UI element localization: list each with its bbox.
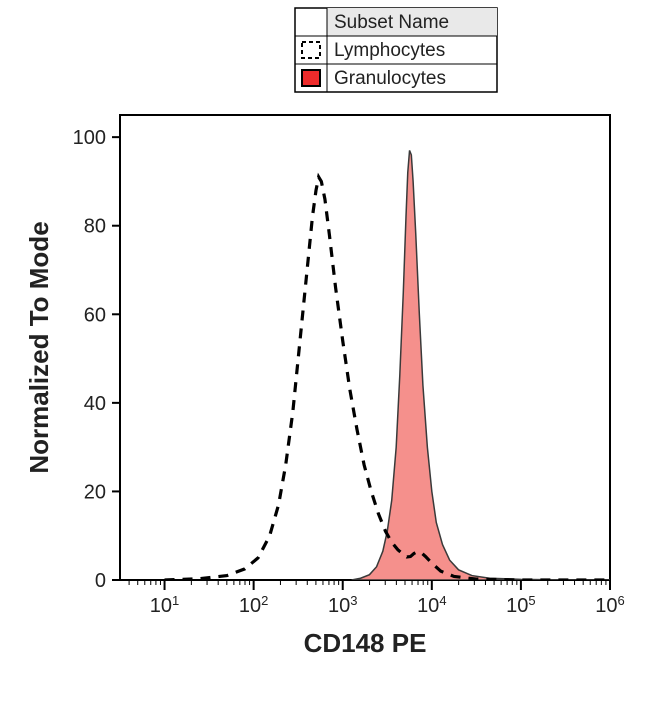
- legend-item-label: Granulocytes: [334, 68, 446, 89]
- y-axis-label: Normalized To Mode: [24, 221, 54, 473]
- legend-swatch: [302, 70, 320, 86]
- legend-header: Subset Name: [334, 12, 449, 33]
- legend: Subset Name Lymphocytes Granulocytes: [295, 8, 497, 92]
- legend-item-label: Lymphocytes: [334, 40, 445, 61]
- y-tick-label: 0: [95, 570, 106, 592]
- y-tick-label: 100: [73, 127, 106, 149]
- y-tick-label: 60: [84, 304, 106, 326]
- y-tick-label: 20: [84, 481, 106, 503]
- x-axis-label: CD148 PE: [304, 628, 427, 658]
- chart-svg: 020406080100Normalized To Mode1011021031…: [0, 0, 650, 715]
- y-tick-label: 80: [84, 216, 106, 238]
- histogram-chart: { "chart": { "type": "histogram", "width…: [0, 0, 650, 715]
- y-tick-label: 40: [84, 393, 106, 415]
- legend-swatch: [302, 42, 320, 58]
